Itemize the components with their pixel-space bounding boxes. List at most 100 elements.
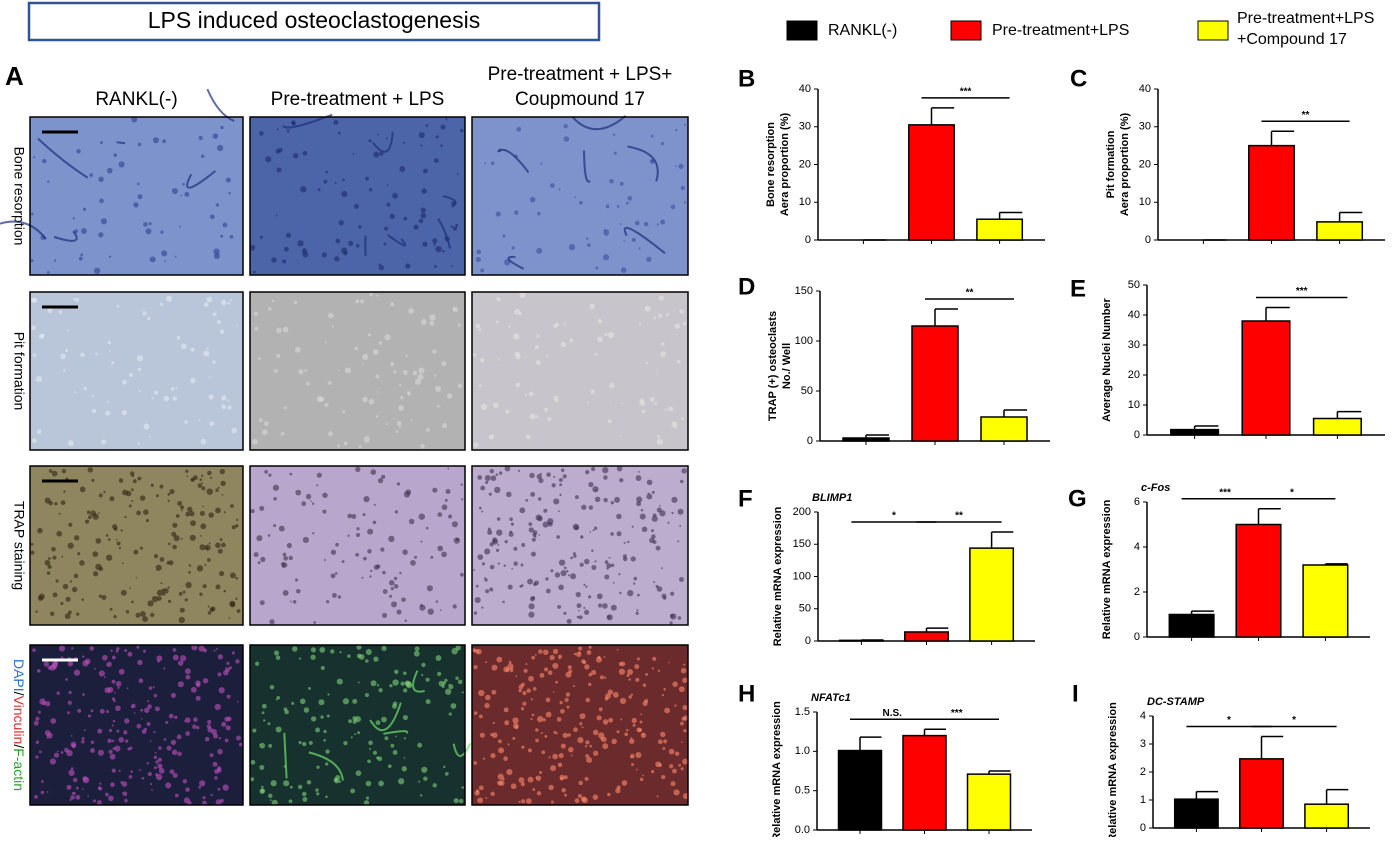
texture-dot [208, 512, 214, 518]
bar [976, 218, 1024, 241]
texture-dot [433, 158, 439, 164]
texture-dot [328, 431, 333, 437]
texture-dot [318, 699, 325, 706]
texture-dot [544, 407, 549, 412]
texture-dot [223, 590, 226, 593]
texture-dot [207, 719, 212, 725]
y-axis-label: No./ Well [781, 343, 793, 389]
texture-dot [37, 710, 41, 714]
texture-dot [236, 518, 239, 522]
texture-dot [504, 465, 511, 472]
texture-dot [610, 501, 614, 505]
texture-dot [235, 597, 238, 601]
texture-dot [325, 170, 329, 174]
texture-dot [654, 401, 658, 405]
texture-dot [514, 210, 519, 215]
texture-dot [208, 394, 214, 400]
texture-dot [127, 651, 133, 657]
texture-dot [393, 576, 398, 581]
texture-dot [322, 509, 327, 514]
texture-dot [616, 785, 621, 790]
texture-dot [310, 716, 317, 722]
texture-dot [508, 531, 514, 537]
texture-dot [631, 717, 637, 724]
texture-dot [71, 792, 74, 795]
texture-dot [93, 267, 101, 274]
texture-dot [149, 435, 151, 438]
texture-dot [109, 496, 115, 502]
texture-dot [457, 323, 461, 327]
texture-dot [188, 571, 191, 574]
texture-dot [82, 776, 90, 784]
texture-dot [206, 347, 209, 350]
texture-line [571, 115, 627, 131]
texture-dot [206, 296, 213, 303]
micrograph-border [29, 291, 244, 451]
texture-dot [204, 736, 210, 742]
texture-dot [131, 474, 135, 478]
texture-dot [174, 255, 177, 258]
texture-dot [209, 376, 211, 378]
texture-dot [129, 587, 131, 590]
bar [980, 416, 1028, 442]
texture-dot [672, 768, 677, 774]
texture-dot [490, 733, 494, 737]
texture-dot [282, 552, 287, 557]
texture-dot [137, 142, 142, 147]
texture-dot [559, 774, 565, 780]
texture-dot [440, 124, 446, 130]
texture-dot [163, 667, 166, 670]
texture-dot [101, 595, 107, 600]
column-header: RANKL(-) [95, 89, 177, 110]
texture-dot [390, 587, 394, 591]
texture-dot [536, 334, 540, 338]
texture-dot [644, 699, 649, 703]
texture-dot [228, 617, 231, 620]
texture-dot [141, 308, 144, 311]
texture-dot [503, 707, 509, 713]
texture-dot [535, 775, 542, 781]
micrograph [249, 291, 466, 451]
texture-dot [489, 587, 494, 592]
texture-dot [496, 529, 503, 536]
significance-label: ** [966, 288, 974, 299]
texture-dot [621, 402, 624, 405]
texture-dot [616, 465, 623, 472]
texture-dot [563, 136, 570, 142]
texture-dot [683, 729, 687, 733]
texture-dot [101, 439, 107, 445]
texture-dot [677, 508, 684, 515]
texture-dot [380, 547, 385, 552]
texture-dot [506, 491, 512, 498]
texture-dot [475, 584, 479, 588]
texture-dot [586, 756, 593, 763]
panel-label: F [738, 485, 753, 512]
texture-dot [261, 703, 267, 709]
texture-dot [558, 584, 564, 591]
texture-dot [121, 410, 127, 416]
texture-dot [87, 795, 90, 797]
texture-dot [185, 511, 191, 517]
texture-dot [663, 596, 667, 600]
texture-dot [418, 367, 425, 374]
texture-dot [60, 353, 66, 360]
texture-dot [73, 573, 79, 579]
texture-dot [527, 578, 534, 585]
micrograph [471, 291, 689, 451]
legend-swatch [786, 20, 818, 41]
texture-dot [282, 589, 289, 596]
texture-dot [60, 601, 64, 606]
texture-dot [669, 764, 674, 769]
texture-dot [373, 151, 380, 158]
texture-dot [637, 470, 640, 473]
texture-dot [650, 529, 654, 533]
texture-dot [37, 527, 43, 534]
texture-dot [166, 745, 172, 751]
texture-line [507, 255, 525, 270]
texture-dot [610, 604, 617, 611]
texture-dot [497, 543, 500, 546]
texture-dot [621, 780, 628, 786]
texture-dot [557, 654, 563, 659]
texture-dot [143, 649, 147, 653]
texture-dot [636, 727, 642, 733]
